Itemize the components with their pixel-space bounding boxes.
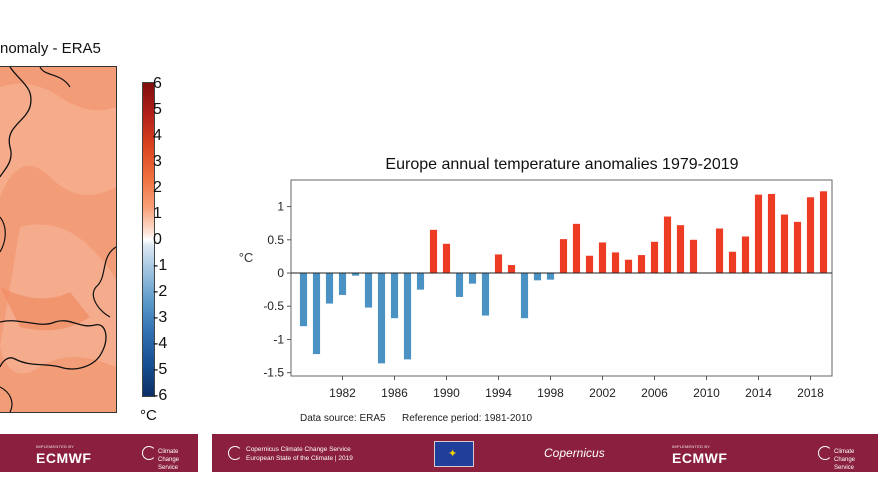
bar-2012 (728, 251, 737, 274)
colorbar-label: 0 (153, 231, 162, 248)
bar-2018 (806, 197, 815, 274)
bar-2019 (819, 191, 828, 274)
bar-1983 (351, 273, 360, 276)
bar-1987 (403, 273, 412, 360)
bar-1990 (442, 243, 451, 274)
x-tick-label: 1986 (381, 386, 408, 400)
x-tick-label: 2018 (797, 386, 824, 400)
y-ticks-group: 1 0.5 0 -0.5 -1 -1.5 (263, 200, 291, 380)
map-coastlines (0, 67, 116, 412)
x-tick-label: 2002 (589, 386, 616, 400)
bar-2001 (585, 255, 594, 274)
bar-2008 (676, 225, 685, 274)
c3s-logo-text-right: Climate Change Service (834, 449, 856, 471)
bar-1989 (429, 229, 438, 274)
colorbar (142, 82, 155, 397)
bar-1984 (364, 273, 373, 308)
colorbar-label: 1 (153, 205, 162, 222)
bars-group (299, 191, 828, 364)
bar-1995 (507, 265, 516, 274)
bar-1999 (559, 239, 568, 274)
footer-right: Copernicus Climate Change Service Europe… (212, 434, 878, 472)
reference-period-note: Reference period: 1981-2010 (402, 413, 533, 424)
c3s-logo-icon-right (818, 446, 832, 460)
x-ticks-group: 1982 1986 1990 1994 1998 2002 2006 2010 2014 2018 (329, 376, 824, 400)
plot-frame (290, 179, 833, 377)
bar-2013 (741, 236, 750, 274)
colorbar-label: -3 (153, 309, 168, 326)
y-tick-label: 0.5 (267, 233, 284, 247)
bar-2005 (637, 255, 646, 274)
bar-1992 (468, 273, 477, 284)
bar-1981 (325, 273, 334, 304)
y-axis-label: °C (239, 250, 254, 265)
bar-1985 (377, 273, 386, 364)
bar-2014 (754, 194, 763, 274)
bar-1994 (494, 254, 503, 274)
colorbar-label: 3 (153, 153, 162, 170)
implemented-by-label: IMPLEMENTED BY (36, 444, 75, 449)
bar-2003 (611, 252, 620, 274)
colorbar-label: 4 (153, 127, 162, 144)
colorbar-label: -2 (153, 283, 168, 300)
chart-title: Europe annual temperature anomalies 1979… (385, 156, 738, 173)
x-tick-label: 1990 (433, 386, 460, 400)
x-tick-label: 1994 (485, 386, 512, 400)
bar-1996 (520, 273, 529, 319)
bar-1998 (546, 273, 555, 280)
bar-2000 (572, 223, 581, 274)
bar-2016 (780, 214, 789, 274)
c3s-logo-icon (142, 446, 156, 460)
bar-2009 (689, 239, 698, 274)
anomaly-map (0, 66, 117, 413)
bar-2011 (715, 228, 724, 274)
y-tick-label: -0.5 (263, 299, 284, 313)
bar-2015 (767, 193, 776, 274)
service-line-1: Copernicus Climate Change Service (246, 446, 351, 453)
bar-1982 (338, 273, 347, 295)
copernicus-logo: Copernicus (544, 446, 605, 460)
bar-1980 (312, 273, 321, 355)
bar-1979 (299, 273, 308, 327)
bar-1997 (533, 273, 542, 281)
temperature-anomaly-chart: Europe annual temperature anomalies 1979… (239, 156, 833, 424)
x-tick-label: 2006 (641, 386, 668, 400)
colorbar-label: -4 (153, 335, 168, 352)
bar-2004 (624, 259, 633, 274)
service-line-2: European State of the Climate | 2019 (246, 455, 353, 462)
bar-1986 (390, 273, 399, 319)
x-tick-label: 2014 (745, 386, 772, 400)
y-tick-label: 1 (277, 200, 284, 214)
bar-1988 (416, 273, 425, 290)
colorbar-label: -6 (153, 387, 168, 404)
bar-2002 (598, 242, 607, 274)
bar-1991 (455, 273, 464, 297)
x-tick-label: 2010 (693, 386, 720, 400)
y-tick-label: 0 (277, 266, 284, 280)
colorbar-label: -1 (153, 257, 168, 274)
bar-1993 (481, 273, 490, 316)
y-tick-label: -1 (273, 332, 284, 346)
colorbar-label: -5 (153, 361, 168, 378)
bar-2006 (650, 241, 659, 274)
bar-2007 (663, 216, 672, 274)
y-tick-label: -1.5 (263, 366, 284, 380)
ecmwf-logo: ECMWF (36, 450, 92, 466)
colorbar-unit: °C (140, 407, 157, 424)
ecmwf-logo-right: ECMWF (672, 450, 728, 466)
data-source-note: Data source: ERA5 (300, 413, 386, 424)
colorbar-label: 5 (153, 101, 162, 118)
c3s-service-icon (228, 446, 242, 460)
implemented-by-label-right: IMPLEMENTED BY (672, 444, 711, 449)
x-tick-label: 1998 (537, 386, 564, 400)
map-title: nomaly - ERA5 (0, 40, 101, 57)
footer-left: IMPLEMENTED BY ECMWF Climate Change Serv… (0, 434, 198, 472)
x-tick-label: 1982 (329, 386, 356, 400)
colorbar-label: 2 (153, 179, 162, 196)
c3s-logo-text: Climate Change Service (158, 449, 180, 471)
eu-flag-icon: ✦ (434, 441, 474, 467)
colorbar-label: 6 (153, 75, 162, 92)
bar-2017 (793, 221, 802, 274)
